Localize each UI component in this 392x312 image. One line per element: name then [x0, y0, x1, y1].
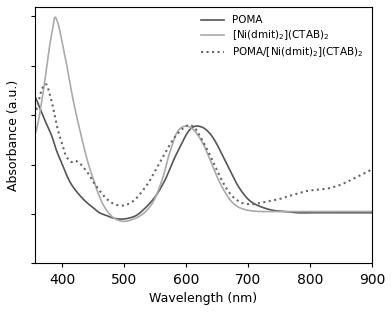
[Ni(dmit)$_2$](CTAB)$_2$: [32, 133, 37, 137]
POMA: [238, 187, 242, 190]
[Ni(dmit)$_2$](CTAB)$_2$: [238, 206, 243, 210]
POMA/[Ni(dmit)$_2$](CTAB)$_2$: [248, 202, 252, 206]
POMA: [370, 211, 374, 215]
POMA: [32, 93, 37, 97]
[Ni(dmit)$_2$](CTAB)$_2$: [122, 220, 126, 223]
POMA: [53, 145, 58, 149]
POMA/[Ni(dmit)$_2$](CTAB)$_2$: [238, 200, 243, 204]
Legend: POMA, [Ni(dmit)$_2$](CTAB)$_2$, POMA/[Ni(dmit)$_2$](CTAB)$_2$: POMA, [Ni(dmit)$_2$](CTAB)$_2$, POMA/[Ni…: [198, 12, 367, 62]
POMA/[Ni(dmit)$_2$](CTAB)$_2$: [289, 194, 294, 197]
POMA/[Ni(dmit)$_2$](CTAB)$_2$: [229, 193, 234, 197]
POMA/[Ni(dmit)$_2$](CTAB)$_2$: [32, 113, 37, 117]
POMA/[Ni(dmit)$_2$](CTAB)$_2$: [370, 168, 374, 171]
POMA: [229, 170, 233, 174]
[Ni(dmit)$_2$](CTAB)$_2$: [289, 210, 294, 213]
[Ni(dmit)$_2$](CTAB)$_2$: [370, 210, 374, 213]
Y-axis label: Absorbance (a.u.): Absorbance (a.u.): [7, 80, 20, 191]
POMA: [323, 211, 328, 215]
X-axis label: Wavelength (nm): Wavelength (nm): [149, 292, 257, 305]
[Ni(dmit)$_2$](CTAB)$_2$: [248, 209, 252, 212]
POMA: [247, 199, 252, 202]
Line: POMA: POMA: [34, 95, 372, 219]
POMA/[Ni(dmit)$_2$](CTAB)$_2$: [323, 187, 328, 191]
[Ni(dmit)$_2$](CTAB)$_2$: [53, 16, 58, 19]
Line: POMA/[Ni(dmit)$_2$](CTAB)$_2$: POMA/[Ni(dmit)$_2$](CTAB)$_2$: [34, 84, 372, 206]
Line: [Ni(dmit)$_2$](CTAB)$_2$: [Ni(dmit)$_2$](CTAB)$_2$: [34, 17, 372, 222]
[Ni(dmit)$_2$](CTAB)$_2$: [229, 199, 234, 203]
POMA/[Ni(dmit)$_2$](CTAB)$_2$: [53, 118, 58, 122]
POMA: [119, 217, 123, 221]
[Ni(dmit)$_2$](CTAB)$_2$: [53, 15, 58, 19]
[Ni(dmit)$_2$](CTAB)$_2$: [323, 210, 328, 213]
POMA: [289, 210, 293, 214]
POMA/[Ni(dmit)$_2$](CTAB)$_2$: [43, 82, 48, 86]
POMA/[Ni(dmit)$_2$](CTAB)$_2$: [119, 204, 123, 207]
